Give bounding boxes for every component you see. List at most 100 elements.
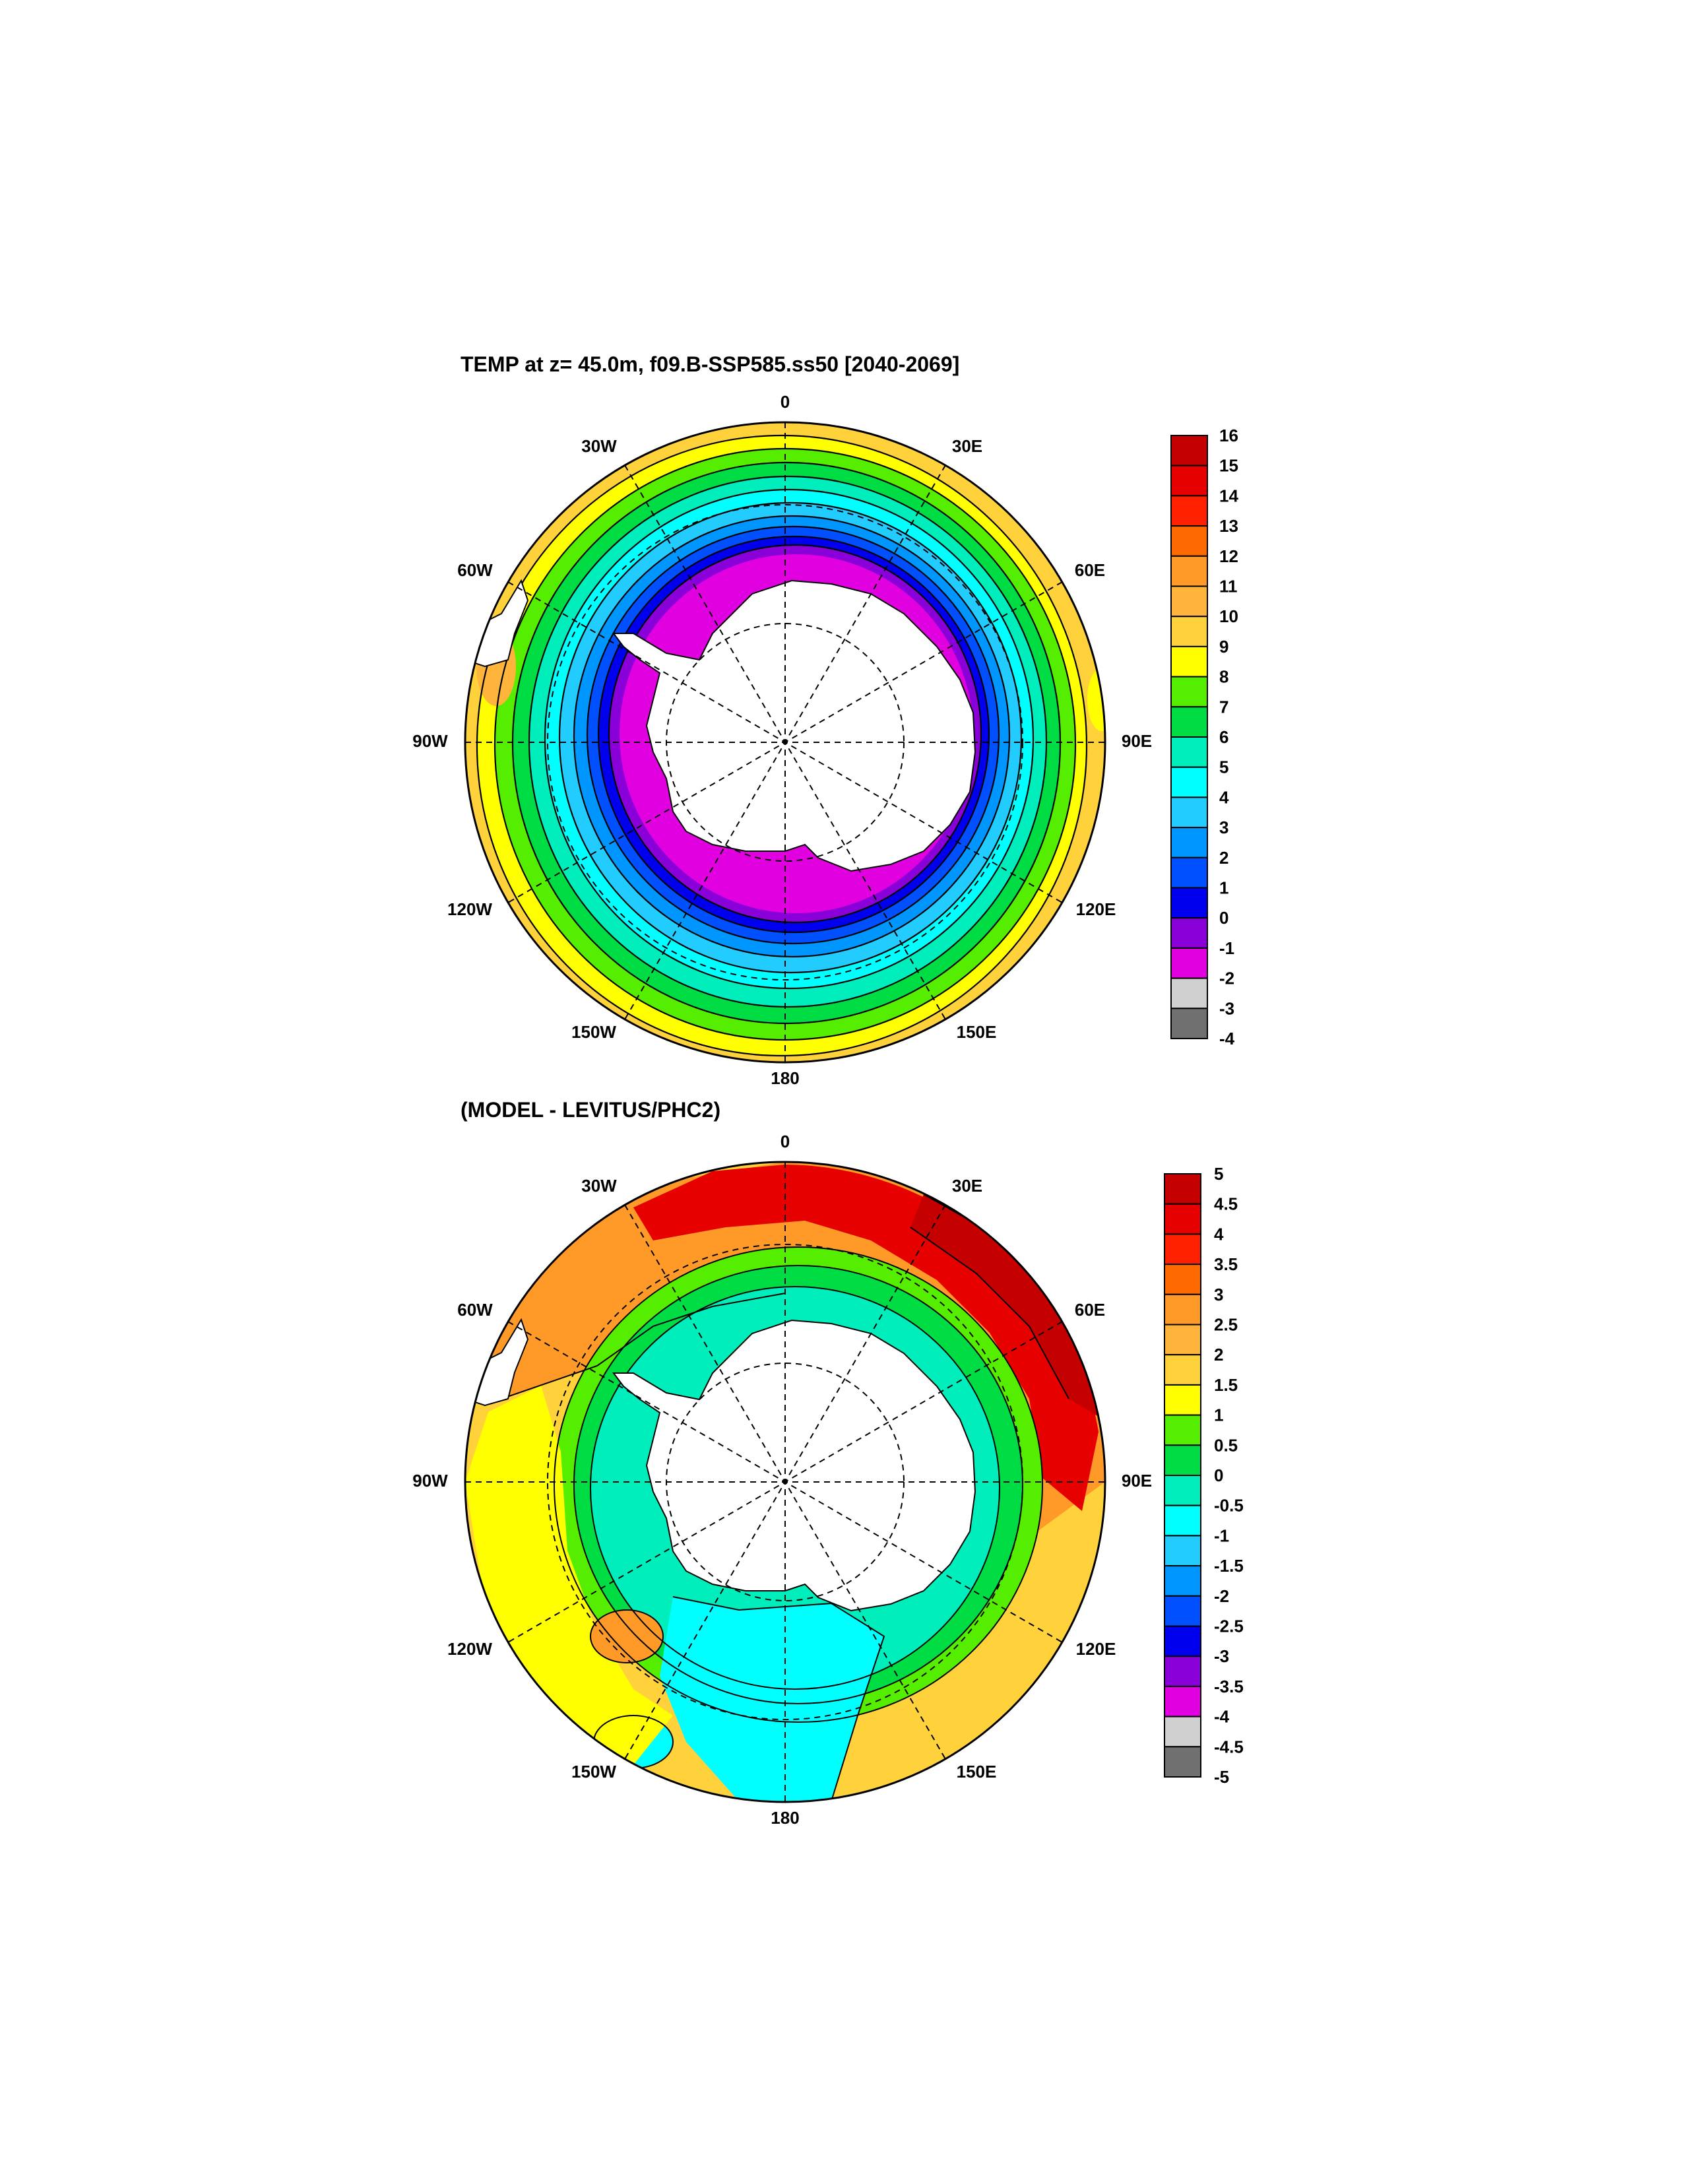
- map-bottom: [465, 1162, 1105, 1802]
- lon-label-30e-b: 30E: [952, 1176, 982, 1196]
- colorbar-tick-label: 13: [1219, 516, 1238, 536]
- lon-label-120w-b: 120W: [447, 1639, 492, 1659]
- map-top: [465, 422, 1105, 1062]
- colorbar-tick-label: 0: [1214, 1465, 1223, 1485]
- colorbar-bottom: 5 4.5 4 3.5 3 2.5 2 1.5 1 0.5 0 -0.5 -1 -1.5 -2 -2.5 -3 -…: [1164, 1164, 1244, 1787]
- colorbar-swatch: [1170, 827, 1208, 858]
- lon-label-60w-b: 60W: [457, 1300, 493, 1320]
- colorbar-swatch: [1170, 585, 1208, 618]
- lon-label-30w: 30W: [581, 436, 617, 456]
- colorbar-tick-label: 3: [1219, 818, 1228, 837]
- colorbar-swatch: [1164, 1655, 1201, 1687]
- colorbar-tick-label: 5: [1219, 757, 1228, 777]
- colorbar-swatch: [1164, 1354, 1201, 1386]
- colorbar-tick-label: 2: [1214, 1345, 1223, 1365]
- diff-yellow-west: [465, 1386, 673, 1782]
- lon-label-0-b: 0: [781, 1132, 790, 1151]
- colorbar-tick-label: -2: [1214, 1586, 1229, 1606]
- colorbar-swatch: [1164, 1324, 1201, 1356]
- lon-label-60e-b: 60E: [1075, 1300, 1105, 1320]
- colorbar-swatch: [1164, 1264, 1201, 1295]
- colorbar-tick-label: 5: [1214, 1164, 1223, 1184]
- diff-cool-tongue: [660, 1597, 884, 1801]
- colorbar-swatch: [1170, 1008, 1208, 1040]
- panel-top: TEMP at z= 45.0m, f09.B-SSP585.ss50 [204…: [412, 352, 1238, 1088]
- colorbar-tick-label: 3: [1214, 1285, 1223, 1304]
- colorbar-tick-label: 2: [1219, 848, 1228, 868]
- colorbar-tick-label: 16: [1219, 426, 1238, 445]
- colorbar-tick-label: -3: [1214, 1646, 1229, 1666]
- colorbar-tick-label: -4: [1219, 1029, 1235, 1048]
- colorbar-swatch: [1164, 1685, 1201, 1718]
- colorbar-tick-label: 2.5: [1214, 1315, 1238, 1335]
- map-top-border: [464, 421, 1106, 1064]
- graticule-top: [465, 422, 1105, 1062]
- colorbar-swatch: [1164, 1716, 1201, 1748]
- colorbar-swatch: [1170, 887, 1208, 919]
- colorbar-tick-label: -1: [1214, 1526, 1229, 1545]
- lon-label-150w: 150W: [571, 1022, 616, 1042]
- colorbar-swatch: [1164, 1293, 1201, 1326]
- lon-label-0: 0: [781, 392, 790, 412]
- lon-label-60w: 60W: [457, 560, 493, 580]
- colorbar-swatch: [1170, 736, 1208, 768]
- colorbar-swatch: [1170, 796, 1208, 829]
- lon-label-120w: 120W: [447, 899, 492, 919]
- colorbar-tick-label: 4: [1219, 787, 1229, 807]
- colorbar-tick-label: -3: [1219, 998, 1234, 1018]
- colorbar-swatch: [1170, 465, 1208, 497]
- colorbar-tick-label: -2.5: [1214, 1617, 1244, 1636]
- colorbar-tick-label: -5: [1214, 1767, 1229, 1787]
- colorbar-tick-label: 1: [1219, 878, 1228, 898]
- colorbar-tick-label: -1: [1219, 938, 1234, 958]
- colorbar-tick-label: -2: [1219, 969, 1234, 988]
- colorbar-tick-label: 8: [1219, 667, 1228, 687]
- colorbar-tick-label: 7: [1219, 697, 1228, 717]
- colorbar-swatch: [1170, 917, 1208, 949]
- colorbar-swatch: [1164, 1535, 1201, 1567]
- colorbar-tick-label: -1.5: [1214, 1556, 1244, 1576]
- colorbar-swatch: [1170, 706, 1208, 738]
- lon-label-120e: 120E: [1076, 899, 1116, 919]
- colorbar-tick-label: 0.5: [1214, 1435, 1238, 1455]
- colorbar-swatch: [1170, 977, 1208, 1010]
- colorbar-swatch: [1164, 1625, 1201, 1657]
- colorbar-swatch: [1164, 1565, 1201, 1597]
- colorbar-swatch: [1170, 435, 1208, 466]
- colorbar-tick-label: 3.5: [1214, 1254, 1238, 1274]
- panel-top-title: TEMP at z= 45.0m, f09.B-SSP585.ss50 [204…: [461, 352, 959, 376]
- graticule-bottom: [465, 1162, 1105, 1802]
- colorbar-swatch: [1164, 1414, 1201, 1446]
- colorbar-tick-label: 6: [1219, 727, 1228, 747]
- temp-contours: [476, 434, 1088, 1057]
- colorbar-swatch: [1170, 495, 1208, 527]
- lon-label-90e: 90E: [1122, 731, 1152, 751]
- colorbar-swatch: [1164, 1504, 1201, 1537]
- colorbar-tick-label: 10: [1219, 606, 1238, 626]
- colorbar-swatch: [1170, 856, 1208, 889]
- lon-label-30e: 30E: [952, 436, 982, 456]
- lon-label-120e-b: 120E: [1076, 1639, 1116, 1659]
- colorbar-tick-label: 0: [1219, 908, 1228, 928]
- lon-label-90w-b: 90W: [412, 1471, 448, 1491]
- colorbar-swatch: [1164, 1746, 1201, 1778]
- colorbar-swatch: [1170, 555, 1208, 587]
- colorbar-tick-label: 12: [1219, 546, 1238, 566]
- colorbar-swatch: [1170, 645, 1208, 678]
- colorbar-swatch: [1164, 1475, 1201, 1506]
- colorbar-swatch: [1164, 1384, 1201, 1416]
- colorbar-tick-label: 4.5: [1214, 1194, 1238, 1214]
- lon-label-150e-b: 150E: [957, 1762, 997, 1782]
- lon-labels-top: 0 30W 30E 60W 60E 90W 90E 120W 120E 150W…: [412, 392, 1152, 1088]
- colorbar-tick-label: -0.5: [1214, 1496, 1244, 1516]
- colorbar-swatch: [1170, 947, 1208, 979]
- colorbar-swatch: [1170, 525, 1208, 557]
- map-bottom-border: [464, 1161, 1106, 1803]
- panel-bottom-title: (MODEL - LEVITUS/PHC2): [461, 1098, 720, 1122]
- lon-label-60e: 60E: [1075, 560, 1105, 580]
- panel-bottom: (MODEL - LEVITUS/PHC2): [412, 1098, 1244, 1828]
- lon-label-180-b: 180: [771, 1808, 799, 1828]
- lon-labels-bottom: 0 30W 30E 60W 60E 90W 90E 120W 120E 150W…: [412, 1132, 1152, 1828]
